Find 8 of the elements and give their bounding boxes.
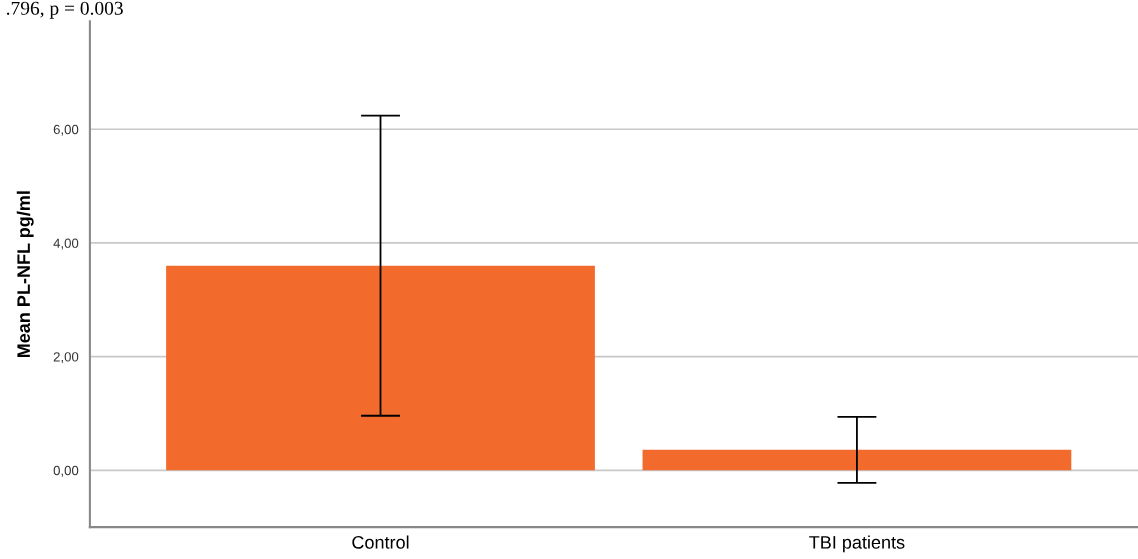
y-axis-title: Mean PL-NFL pg/ml xyxy=(16,191,34,358)
y-tick-label: 2,00 xyxy=(53,352,79,364)
x-tick-label: Control xyxy=(352,535,409,549)
chart-title: .796, p = 0.003 xyxy=(6,1,123,19)
y-tick-label: 0,00 xyxy=(53,465,79,477)
y-tick-label: 4,00 xyxy=(53,238,79,250)
y-tick-label: 6,00 xyxy=(53,124,79,136)
x-tick-label: TBI patients xyxy=(809,535,905,553)
